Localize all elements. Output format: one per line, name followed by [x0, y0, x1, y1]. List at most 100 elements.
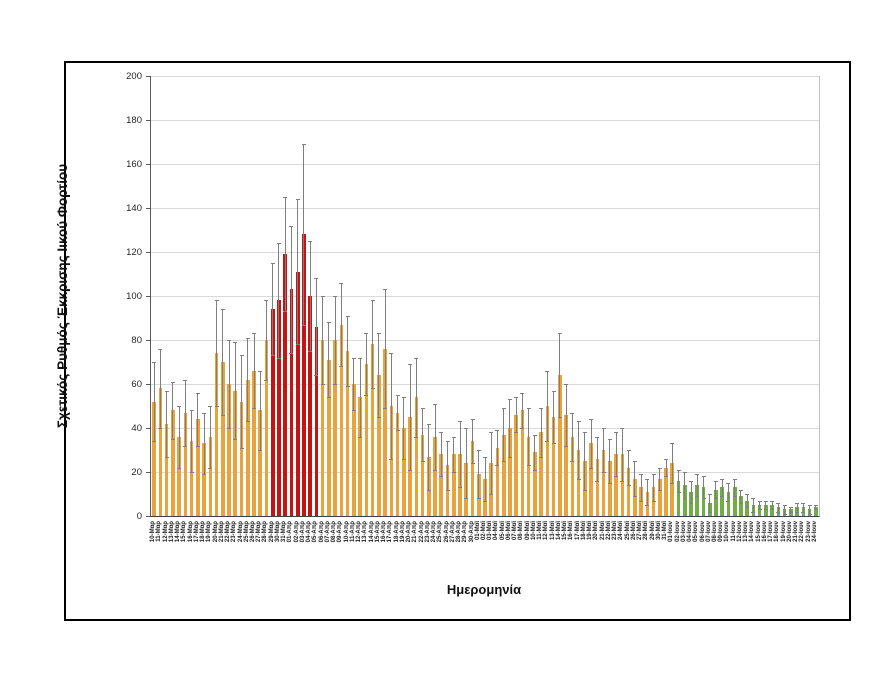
bar [177, 436, 181, 516]
y-tick-label: 80 [131, 335, 142, 346]
error-bar [247, 337, 249, 422]
gridline [151, 296, 819, 297]
bar [414, 397, 419, 516]
bar [651, 487, 656, 516]
error-bar-cap [252, 408, 256, 410]
x-tick-label: 06-Ιουν [699, 521, 706, 542]
bar [639, 487, 643, 516]
bar [608, 461, 612, 516]
bar [589, 443, 593, 516]
bar [576, 450, 581, 516]
bar [508, 428, 512, 516]
error-bar-cap [507, 456, 512, 458]
error-bar [534, 434, 536, 470]
bar [614, 454, 618, 516]
error-bar-cap [308, 241, 313, 242]
x-tick-label: 22-Ιουν [799, 521, 806, 542]
error-bar-cap [532, 434, 537, 436]
bar [358, 397, 362, 516]
error-bar-cap [326, 322, 331, 324]
error-bar [378, 333, 380, 417]
bar [202, 443, 206, 516]
error-bar [696, 474, 698, 497]
x-tick-label: 29-Μαϊ [649, 521, 656, 541]
error-bar-cap [170, 439, 175, 440]
y-tick-label: 20 [131, 467, 142, 478]
error-bar-cap [632, 496, 637, 498]
error-bar-cap [483, 456, 487, 458]
error-bar-cap [676, 469, 681, 471]
error-bar-cap [782, 513, 787, 515]
error-bar-cap [720, 496, 725, 498]
bar [682, 485, 687, 516]
x-tick-label: 09-Μαϊ [524, 521, 531, 541]
bar [227, 384, 231, 516]
bar [689, 491, 693, 516]
gridline [151, 120, 819, 121]
error-bar [422, 408, 424, 461]
error-bar-cap [489, 494, 494, 495]
error-bar-cap [470, 419, 475, 421]
bar [470, 441, 475, 516]
bar [764, 505, 768, 516]
error-bar [515, 397, 517, 433]
error-bar-cap [426, 489, 431, 491]
error-bar-cap [614, 476, 619, 478]
x-tick-label: 17-Μαρ [193, 521, 200, 543]
error-bar-cap [345, 386, 350, 388]
y-axis-tick [146, 384, 150, 385]
error-bar-cap [626, 450, 631, 451]
error-bar-cap [158, 428, 163, 429]
error-bar [409, 364, 411, 470]
error-bar-cap [289, 225, 294, 227]
error-bar-cap [401, 458, 406, 460]
x-tick-label: 07-Ιουν [705, 521, 712, 542]
error-bar [790, 507, 792, 512]
error-bar-cap [551, 390, 556, 392]
error-bar-cap [788, 507, 793, 509]
error-bar-cap [458, 487, 463, 489]
error-bar-cap [433, 403, 438, 405]
x-tick-label: 15-Απρ [374, 521, 381, 543]
error-bar [528, 408, 530, 466]
x-tick-label: 18-Απρ [393, 521, 400, 543]
x-tick-label: 26-Απρ [443, 521, 450, 543]
error-bar-cap [645, 505, 650, 506]
error-bar-cap [495, 430, 500, 432]
error-bar-cap [601, 472, 606, 473]
error-bar-cap [177, 467, 182, 469]
bar [283, 254, 288, 516]
error-bar-cap [152, 362, 157, 363]
y-tick-label: 100 [126, 291, 142, 302]
bar [433, 436, 437, 516]
error-bar [553, 390, 555, 444]
bar [757, 505, 762, 516]
error-bar-cap [395, 430, 400, 432]
gridline [151, 252, 819, 253]
error-bar-cap [732, 478, 737, 480]
bar [339, 324, 344, 516]
error-bar-cap [308, 351, 313, 352]
error-bar [178, 406, 180, 468]
error-bar-cap [645, 478, 650, 480]
error-bar [465, 428, 467, 499]
gridline [151, 428, 819, 429]
bar [520, 410, 525, 516]
bar [377, 375, 381, 516]
bar [327, 359, 331, 516]
error-bar-cap [364, 333, 369, 335]
error-bar-cap [276, 357, 281, 359]
error-bar [384, 289, 386, 409]
error-bar [671, 443, 673, 483]
error-bar-cap [745, 507, 750, 509]
bar [451, 454, 456, 516]
error-bar [328, 322, 330, 398]
error-bar-cap [383, 289, 388, 291]
y-axis-title: Σχετικός Ρυθμός Έκκρισης Ιικού Φορτίου [55, 163, 70, 429]
x-tick-label: 24-Μαϊ [618, 521, 625, 541]
bar [676, 480, 681, 516]
error-bar [172, 381, 174, 439]
error-bar-cap [289, 353, 294, 355]
error-bar-cap [464, 428, 469, 429]
x-tick-label: 22-Μαϊ [605, 521, 612, 541]
